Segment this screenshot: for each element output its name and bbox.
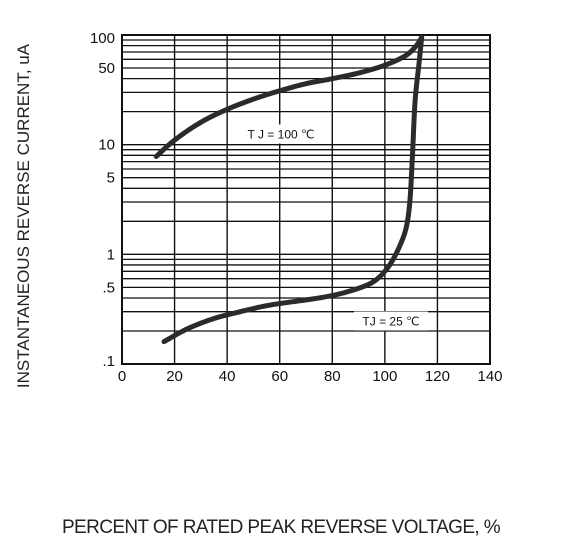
y-tick-label: 10 xyxy=(98,137,115,154)
series-line-tj-100c xyxy=(153,34,425,159)
x-tick-label: 120 xyxy=(425,368,450,385)
y-tick-label: .5 xyxy=(102,279,115,296)
plot-grid xyxy=(121,34,491,365)
annotation-background xyxy=(232,124,330,144)
plot-curves xyxy=(153,34,425,345)
series-line-tj-25c xyxy=(161,34,425,345)
x-axis-label: PERCENT OF RATED PEAK REVERSE VOLTAGE, % xyxy=(61,517,501,538)
x-tick-label: 0 xyxy=(118,368,126,385)
plot-frame xyxy=(121,34,491,365)
series-annotation-label: T J = 100 ℃ xyxy=(248,128,315,142)
y-tick-label: .1 xyxy=(102,353,115,370)
y-tick-label: 100 xyxy=(90,30,115,47)
x-tick-label: 140 xyxy=(477,368,502,385)
y-tick-label: 50 xyxy=(98,60,115,77)
y-axis-label: INSTANTANEOUS REVERSE CURRENT, uA xyxy=(14,43,33,388)
plot-annotations: T J = 100 ℃ TJ = 25 ℃ xyxy=(232,124,428,331)
x-tick-label: 80 xyxy=(324,368,341,385)
x-tick-label: 40 xyxy=(219,368,236,385)
plot-ticks: 0 20 40 60 80 100 120 140 100 50 10 5 1 .5 .1 xyxy=(90,30,503,385)
series-annotation-label: TJ = 25 ℃ xyxy=(362,315,419,329)
x-tick-label: 60 xyxy=(271,368,288,385)
y-tick-label: 1 xyxy=(107,246,115,263)
x-tick-label: 100 xyxy=(372,368,397,385)
annotation-background xyxy=(354,311,428,331)
y-tick-label: 5 xyxy=(107,170,115,187)
x-tick-label: 20 xyxy=(166,368,183,385)
